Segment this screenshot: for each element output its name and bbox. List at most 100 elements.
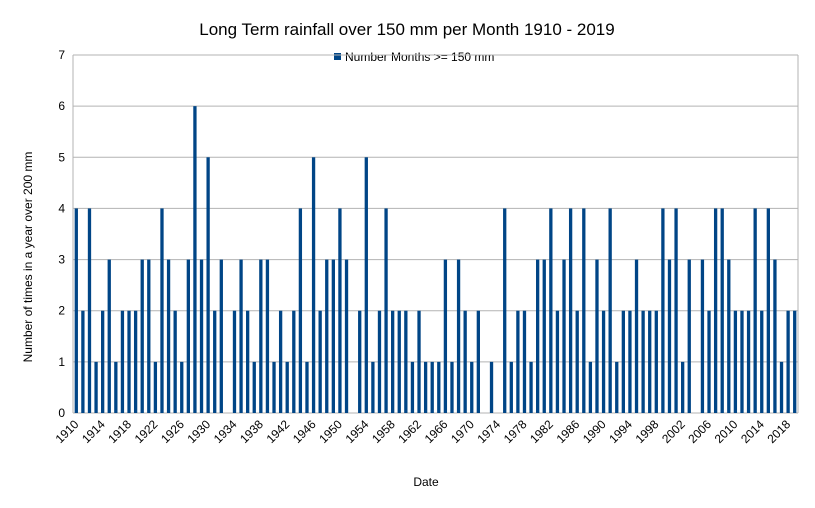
x-tick-label: 2002: [659, 417, 688, 446]
bar-1965: [437, 361, 441, 413]
bars: [74, 106, 797, 413]
bar-1951: [344, 259, 349, 413]
bar-1962: [417, 310, 421, 413]
bar-2003: [687, 259, 691, 413]
bar-1954: [364, 157, 368, 413]
bar-1963: [423, 361, 428, 413]
bar-1928: [193, 106, 197, 413]
x-axis-ticks: 1910191419181922192619301934193819421946…: [53, 417, 794, 446]
bar-1976: [509, 361, 513, 413]
bar-1910: [74, 208, 78, 413]
bar-2012: [746, 310, 751, 413]
bar-1916: [114, 361, 118, 413]
bar-1991: [608, 208, 612, 413]
bar-2010: [733, 310, 738, 413]
x-tick-label: 1950: [316, 417, 345, 446]
bar-1913: [94, 361, 98, 413]
x-tick-label: 2014: [738, 417, 767, 446]
bar-1924: [166, 259, 171, 413]
bar-1988: [588, 361, 593, 413]
bar-1945: [305, 361, 309, 413]
x-tick-label: 1918: [105, 417, 134, 446]
x-tick-label: 1970: [448, 417, 477, 446]
y-tick-label: 1: [58, 355, 65, 369]
bar-1914: [101, 310, 105, 413]
y-axis-label: Number of times in a year over 200 mm: [21, 152, 35, 363]
bar-1948: [325, 259, 329, 413]
bar-2017: [779, 361, 784, 413]
x-tick-label: 1926: [158, 417, 187, 446]
bar-1937: [252, 361, 256, 413]
bar-2008: [720, 208, 724, 413]
bar-1956: [377, 310, 382, 413]
bar-2007: [713, 208, 718, 413]
x-axis-label: Date: [413, 475, 439, 489]
bar-1934: [232, 310, 237, 413]
bar-1969: [463, 310, 467, 413]
x-tick-label: 1966: [422, 417, 451, 446]
y-tick-label: 4: [58, 201, 65, 215]
bar-1987: [582, 208, 586, 413]
bar-1995: [634, 259, 639, 413]
x-tick-label: 1990: [580, 417, 609, 446]
bar-2014: [760, 310, 764, 413]
bar-1941: [278, 310, 283, 413]
x-tick-label: 1946: [290, 417, 319, 446]
y-tick-label: 2: [58, 304, 65, 318]
bar-1983: [555, 310, 560, 413]
bar-2013: [753, 208, 757, 413]
bar-1918: [127, 310, 131, 413]
y-tick-label: 5: [58, 150, 65, 164]
bar-1919: [133, 310, 138, 413]
x-tick-label: 1958: [369, 417, 398, 446]
bar-1990: [601, 310, 606, 413]
x-tick-label: 2006: [685, 417, 714, 446]
bar-1966: [443, 259, 448, 413]
bar-2011: [740, 310, 744, 413]
y-axis-ticks: 0 1 2 3 4 5 6 7: [58, 48, 65, 420]
bar-1968: [456, 259, 461, 413]
bar-1977: [516, 310, 520, 413]
bar-1970: [470, 361, 474, 413]
bar-1917: [120, 310, 125, 413]
x-tick-label: 1978: [501, 417, 530, 446]
legend-label: Number Months >= 150 mm: [345, 50, 494, 64]
bar-2006: [707, 310, 711, 413]
bar-1911: [81, 310, 85, 413]
x-tick-label: 1974: [474, 417, 503, 446]
bar-2000: [667, 259, 672, 413]
bar-1955: [371, 361, 375, 413]
bar-1958: [391, 310, 395, 413]
bar-1967: [450, 361, 454, 413]
bar-1925: [173, 310, 177, 413]
x-tick-label: 1938: [237, 417, 266, 446]
bar-1994: [628, 310, 632, 413]
bar-1940: [272, 361, 276, 413]
bar-1939: [265, 259, 270, 413]
x-tick-label: 1986: [554, 417, 583, 446]
bar-1947: [318, 310, 322, 413]
y-tick-label: 6: [58, 99, 65, 113]
x-tick-label: 1934: [211, 417, 240, 446]
bar-1915: [107, 259, 111, 413]
legend-swatch: [334, 53, 341, 60]
bar-1984: [562, 259, 566, 413]
bar-1927: [186, 259, 190, 413]
bar-1973: [489, 361, 494, 413]
bar-1944: [298, 208, 303, 413]
bar-1975: [503, 208, 507, 413]
bar-2019: [793, 310, 797, 413]
bar-1932: [219, 259, 223, 413]
bar-1921: [147, 259, 151, 413]
x-tick-label: 1994: [606, 417, 635, 446]
bar-1982: [549, 208, 553, 413]
x-tick-label: 1982: [527, 417, 556, 446]
bar-1946: [311, 157, 316, 413]
x-tick-label: 1930: [184, 417, 213, 446]
bar-1943: [292, 310, 296, 413]
bar-1980: [536, 259, 540, 413]
bar-2015: [766, 208, 770, 413]
bar-1971: [476, 310, 480, 413]
bar-1998: [654, 310, 658, 413]
